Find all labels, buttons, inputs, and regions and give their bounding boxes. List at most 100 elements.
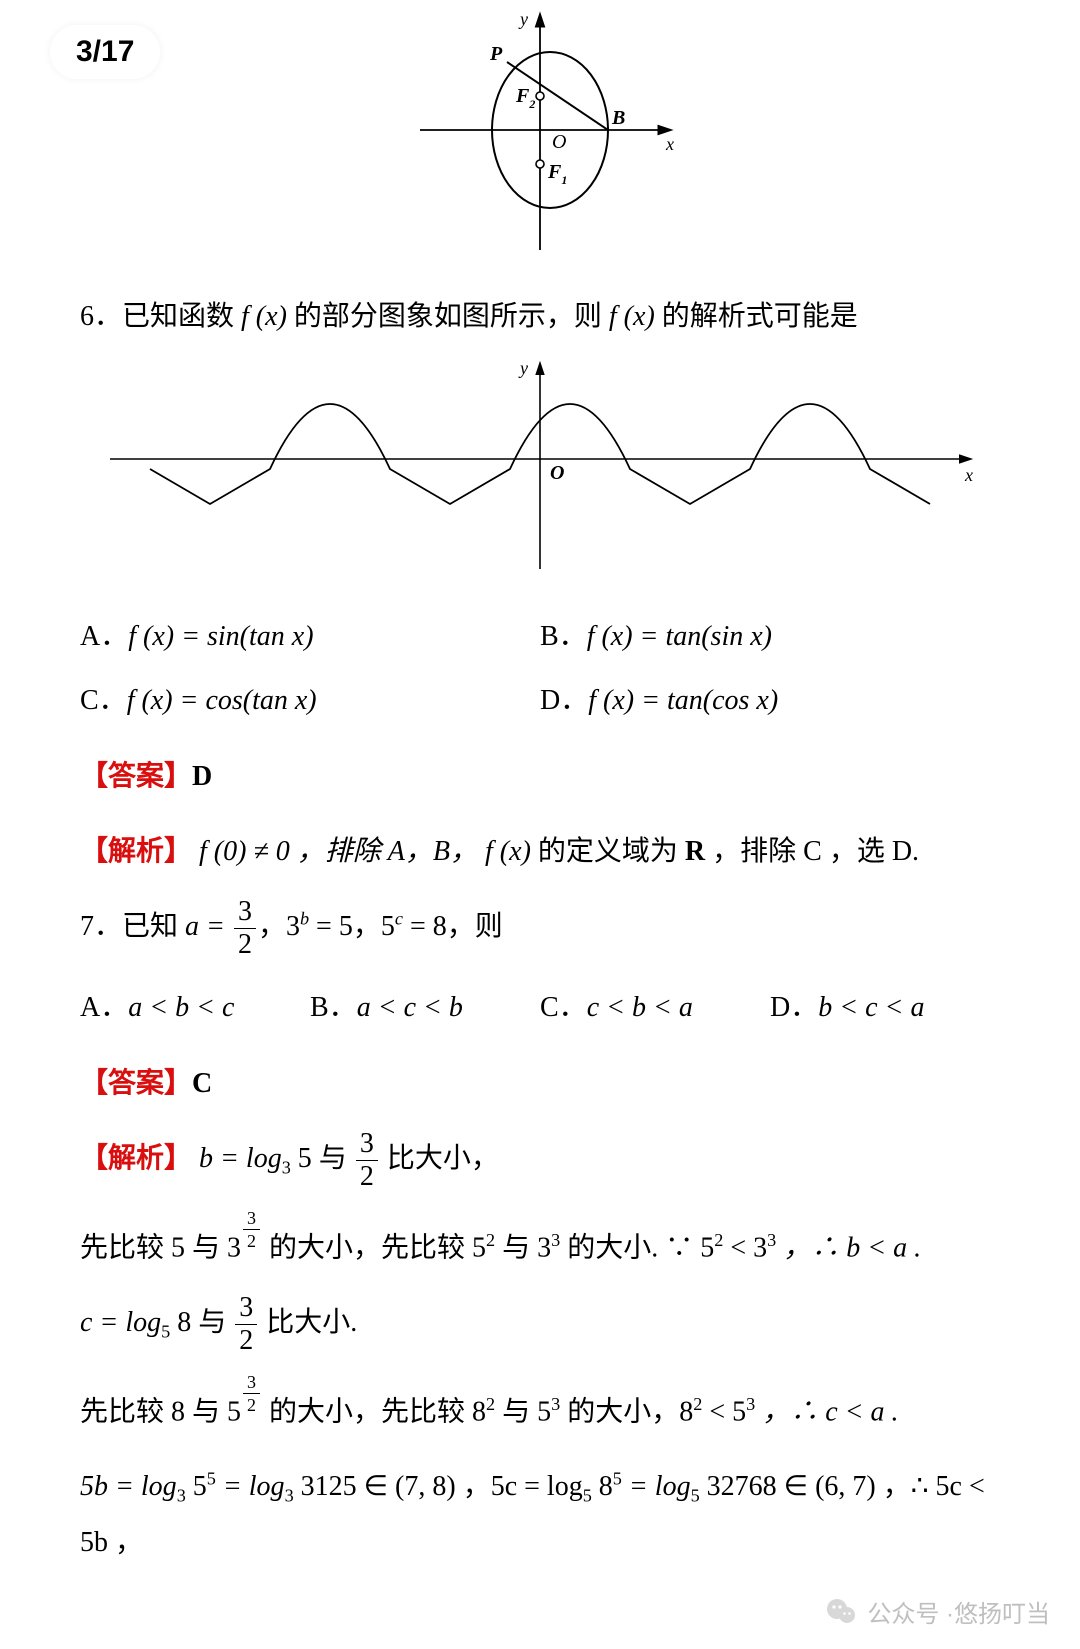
analysis-b: 的定义域为 — [531, 836, 685, 867]
q7-opt-D: D．b < c < a — [770, 985, 1000, 1025]
opt-label: C． — [540, 992, 587, 1023]
l2sq: 2 — [486, 1230, 495, 1250]
l2e: < 3 — [723, 1232, 767, 1263]
label-F1: F1 — [547, 161, 567, 187]
opt-text: b < c < a — [818, 992, 924, 1023]
l1b: 5 与 — [291, 1143, 354, 1174]
analysis-c: ，排除 C ，选 D. — [705, 836, 919, 867]
q6-wave-graph: O x y — [80, 359, 1000, 584]
l2a: 先比较 5 与 3 — [80, 1232, 241, 1263]
q7-stem: 7．已知 a = 32，3b = 5，5c = 8，则 — [80, 898, 1000, 959]
frac-den: 2 — [235, 1324, 257, 1355]
wave-svg: O x y — [100, 359, 980, 579]
q7-opt-B: B．a < c < b — [310, 985, 540, 1025]
l2exp-frac: 32 — [243, 1209, 260, 1250]
l1frac: 32 — [356, 1130, 378, 1191]
wave-y-label: y — [518, 359, 528, 378]
q6-stem: 6．已知函数 f (x) 的部分图象如图所示，则 f (x) 的解析式可能是 — [80, 289, 1000, 345]
wave-x-label: x — [964, 465, 973, 485]
l2cu2: 3 — [767, 1230, 776, 1250]
answer-value: D — [192, 761, 212, 792]
l5f: = log — [622, 1471, 691, 1502]
analysis-label: 【解析】 — [80, 835, 192, 866]
q6-fx-2: f (x) — [609, 301, 655, 332]
opt-label: A． — [80, 621, 128, 652]
q7-analysis-1: 【解析】 b = log3 5 与 32 比大小， — [80, 1130, 1000, 1191]
l5d: 3125 ∈ (7, 8) ，5c = log — [294, 1471, 583, 1502]
answer-label: 【答案】 — [80, 1067, 192, 1098]
label-P: P — [489, 43, 503, 65]
opt-label: B． — [310, 992, 357, 1023]
l5c: = log — [216, 1471, 285, 1502]
l1sub: 3 — [282, 1158, 291, 1178]
watermark-prefix: 公众号 · — [867, 1594, 954, 1629]
frac-num: 3 — [235, 1294, 257, 1324]
q7-analysis-3: c = log5 8 与 32 比大小. — [80, 1294, 1000, 1355]
q6-fx: f (x) — [241, 301, 287, 332]
l4b: 的大小，先比较 8 — [262, 1397, 486, 1428]
l3c: 比大小. — [259, 1307, 357, 1338]
l2f: ，∴ b < a . — [776, 1232, 921, 1263]
l2c: 与 3 — [495, 1232, 551, 1263]
opt-label: D． — [540, 685, 588, 716]
q7-5c-exp: c — [395, 909, 403, 929]
q7-eq5: = 5 — [309, 911, 353, 942]
q7-5c-base: 5 — [381, 911, 395, 942]
l5sub2: 3 — [285, 1485, 294, 1505]
q6-opt-C: C．f (x) = cos(tan x) — [80, 678, 540, 718]
q7-eq8: = 8 — [403, 911, 447, 942]
q6-opt-D: D．f (x) = tan(cos x) — [540, 678, 1000, 718]
analysis-a: f (0) ≠ 0 ，排除 A，B， — [192, 836, 485, 867]
l3a: c = log — [80, 1307, 161, 1338]
l5e: 8 — [592, 1471, 613, 1502]
q7-a-frac: 32 — [234, 898, 256, 959]
l2exp: 32 — [241, 1230, 262, 1250]
opt-text: c < b < a — [587, 992, 693, 1023]
frac-num: 3 — [243, 1209, 260, 1229]
l3b: 8 与 — [170, 1307, 233, 1338]
q6-stem-a: 已知函数 — [122, 301, 241, 332]
q6-stem-b: 的部分图象如图所示，则 — [287, 301, 609, 332]
l1a: b = log — [192, 1143, 282, 1174]
frac-den: 2 — [234, 928, 256, 959]
label-O: O — [552, 131, 566, 153]
q6-answer: 【答案】D — [80, 748, 1000, 805]
l4cu: 3 — [551, 1394, 560, 1414]
frac-den: 2 — [243, 1229, 260, 1250]
analysis-R: R — [685, 836, 705, 867]
wave-origin-label: O — [550, 462, 564, 484]
l4c: 与 5 — [495, 1397, 551, 1428]
l4e: < 5 — [702, 1397, 746, 1428]
y-axis-label: y — [518, 10, 528, 29]
q7-stem-c: ， — [353, 911, 381, 942]
l2b: 的大小，先比较 5 — [262, 1232, 486, 1263]
l5sub1: 3 — [177, 1485, 186, 1505]
q6-opt-B: B．f (x) = tan(sin x) — [540, 614, 1000, 654]
q6-number: 6． — [80, 301, 122, 332]
frac-num: 3 — [243, 1373, 260, 1393]
l2cu: 3 — [551, 1230, 560, 1250]
frac-num: 3 — [356, 1130, 378, 1160]
q7-answer: 【答案】C — [80, 1055, 1000, 1112]
frac-den: 2 — [356, 1160, 378, 1191]
q7-stem-d: ，则 — [447, 911, 503, 942]
watermark-name: 悠扬叮当 — [954, 1594, 1050, 1629]
q6-opt-A: A．f (x) = sin(tan x) — [80, 614, 540, 654]
analysis-label: 【解析】 — [80, 1142, 192, 1173]
wechat-icon — [825, 1595, 857, 1627]
l4exp-frac: 32 — [243, 1373, 260, 1414]
l5sub4: 5 — [691, 1485, 700, 1505]
opt-label: D． — [770, 992, 818, 1023]
opt-text: a < b < c — [128, 992, 234, 1023]
q7-a-eq-lhs: a = — [185, 911, 225, 942]
l2sq2: 2 — [714, 1230, 723, 1250]
label-B: B — [611, 107, 625, 129]
q6-stem-c: 的解析式可能是 — [655, 301, 858, 332]
l4f: ，∴ c < a . — [755, 1397, 898, 1428]
opt-label: B． — [540, 621, 587, 652]
l5sub3: 5 — [583, 1485, 592, 1505]
q7-stem-a: 已知 — [122, 911, 185, 942]
l4sq2: 2 — [693, 1394, 702, 1414]
ellipse-svg: O B P F2 F1 x y — [390, 10, 690, 270]
q7-stem-b: ， — [258, 911, 286, 942]
